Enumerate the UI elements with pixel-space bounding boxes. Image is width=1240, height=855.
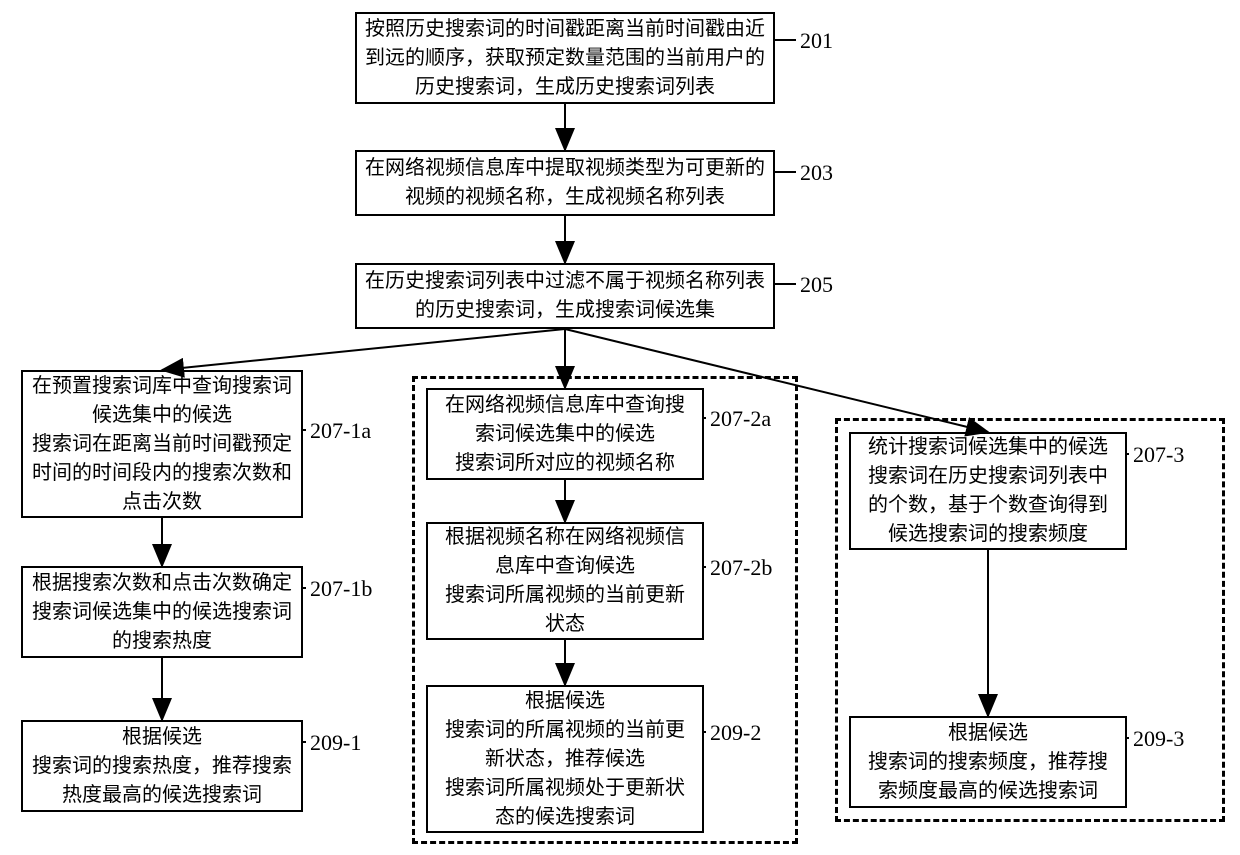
step-label-205: 205 xyxy=(800,272,833,298)
step-text: 根据候选搜索词的搜索频度，推荐搜索频度最高的候选搜索词 xyxy=(859,719,1117,806)
step-207-2b: 根据视频名称在网络视频信息库中查询候选搜索词所属视频的当前更新状态 xyxy=(426,522,704,640)
step-label-203: 203 xyxy=(800,160,833,186)
step-label-207-1b: 207-1b xyxy=(310,576,372,602)
step-207-2a: 在网络视频信息库中查询搜索词候选集中的候选搜索词所对应的视频名称 xyxy=(426,388,704,480)
step-label-207-2b: 207-2b xyxy=(710,555,772,581)
step-text: 统计搜索词候选集中的候选搜索词在历史搜索词列表中的个数，基于个数查询得到候选搜索… xyxy=(859,433,1117,549)
step-text: 按照历史搜索词的时间戳距离当前时间戳由近到远的顺序，获取预定数量范围的当前用户的… xyxy=(365,15,765,102)
step-text: 根据搜索次数和点击次数确定搜索词候选集中的候选搜索词的搜索热度 xyxy=(31,569,293,656)
step-text: 在网络视频信息库中提取视频类型为可更新的视频的视频名称，生成视频名称列表 xyxy=(365,154,765,212)
step-text: 在历史搜索词列表中过滤不属于视频名称列表的历史搜索词，生成搜索词候选集 xyxy=(365,267,765,325)
step-text: 在网络视频信息库中查询搜索词候选集中的候选搜索词所对应的视频名称 xyxy=(436,391,694,478)
step-209-3: 根据候选搜索词的搜索频度，推荐搜索频度最高的候选搜索词 xyxy=(849,716,1127,808)
step-label-209-2: 209-2 xyxy=(710,720,761,746)
step-209-2: 根据候选搜索词的所属视频的当前更新状态，推荐候选搜索词所属视频处于更新状态的候选… xyxy=(426,685,704,833)
step-207-3: 统计搜索词候选集中的候选搜索词在历史搜索词列表中的个数，基于个数查询得到候选搜索… xyxy=(849,432,1127,550)
step-label-201: 201 xyxy=(800,28,833,54)
step-text: 根据候选搜索词的搜索热度，推荐搜索热度最高的候选搜索词 xyxy=(31,723,293,810)
step-text: 根据视频名称在网络视频信息库中查询候选搜索词所属视频的当前更新状态 xyxy=(436,523,694,639)
step-203: 在网络视频信息库中提取视频类型为可更新的视频的视频名称，生成视频名称列表 xyxy=(355,150,775,216)
step-207-1a: 在预置搜索词库中查询搜索词候选集中的候选搜索词在距离当前时间戳预定时间的时间段内… xyxy=(21,370,303,518)
step-label-209-1: 209-1 xyxy=(310,730,361,756)
step-label-207-2a: 207-2a xyxy=(710,406,771,432)
step-label-207-1a: 207-1a xyxy=(310,418,371,444)
step-label-207-3: 207-3 xyxy=(1133,442,1184,468)
step-201: 按照历史搜索词的时间戳距离当前时间戳由近到远的顺序，获取预定数量范围的当前用户的… xyxy=(355,12,775,104)
step-label-209-3: 209-3 xyxy=(1133,726,1184,752)
step-205: 在历史搜索词列表中过滤不属于视频名称列表的历史搜索词，生成搜索词候选集 xyxy=(355,263,775,329)
step-209-1: 根据候选搜索词的搜索热度，推荐搜索热度最高的候选搜索词 xyxy=(21,720,303,812)
step-text: 在预置搜索词库中查询搜索词候选集中的候选搜索词在距离当前时间戳预定时间的时间段内… xyxy=(31,372,293,517)
step-207-1b: 根据搜索次数和点击次数确定搜索词候选集中的候选搜索词的搜索热度 xyxy=(21,566,303,658)
step-text: 根据候选搜索词的所属视频的当前更新状态，推荐候选搜索词所属视频处于更新状态的候选… xyxy=(436,687,694,832)
